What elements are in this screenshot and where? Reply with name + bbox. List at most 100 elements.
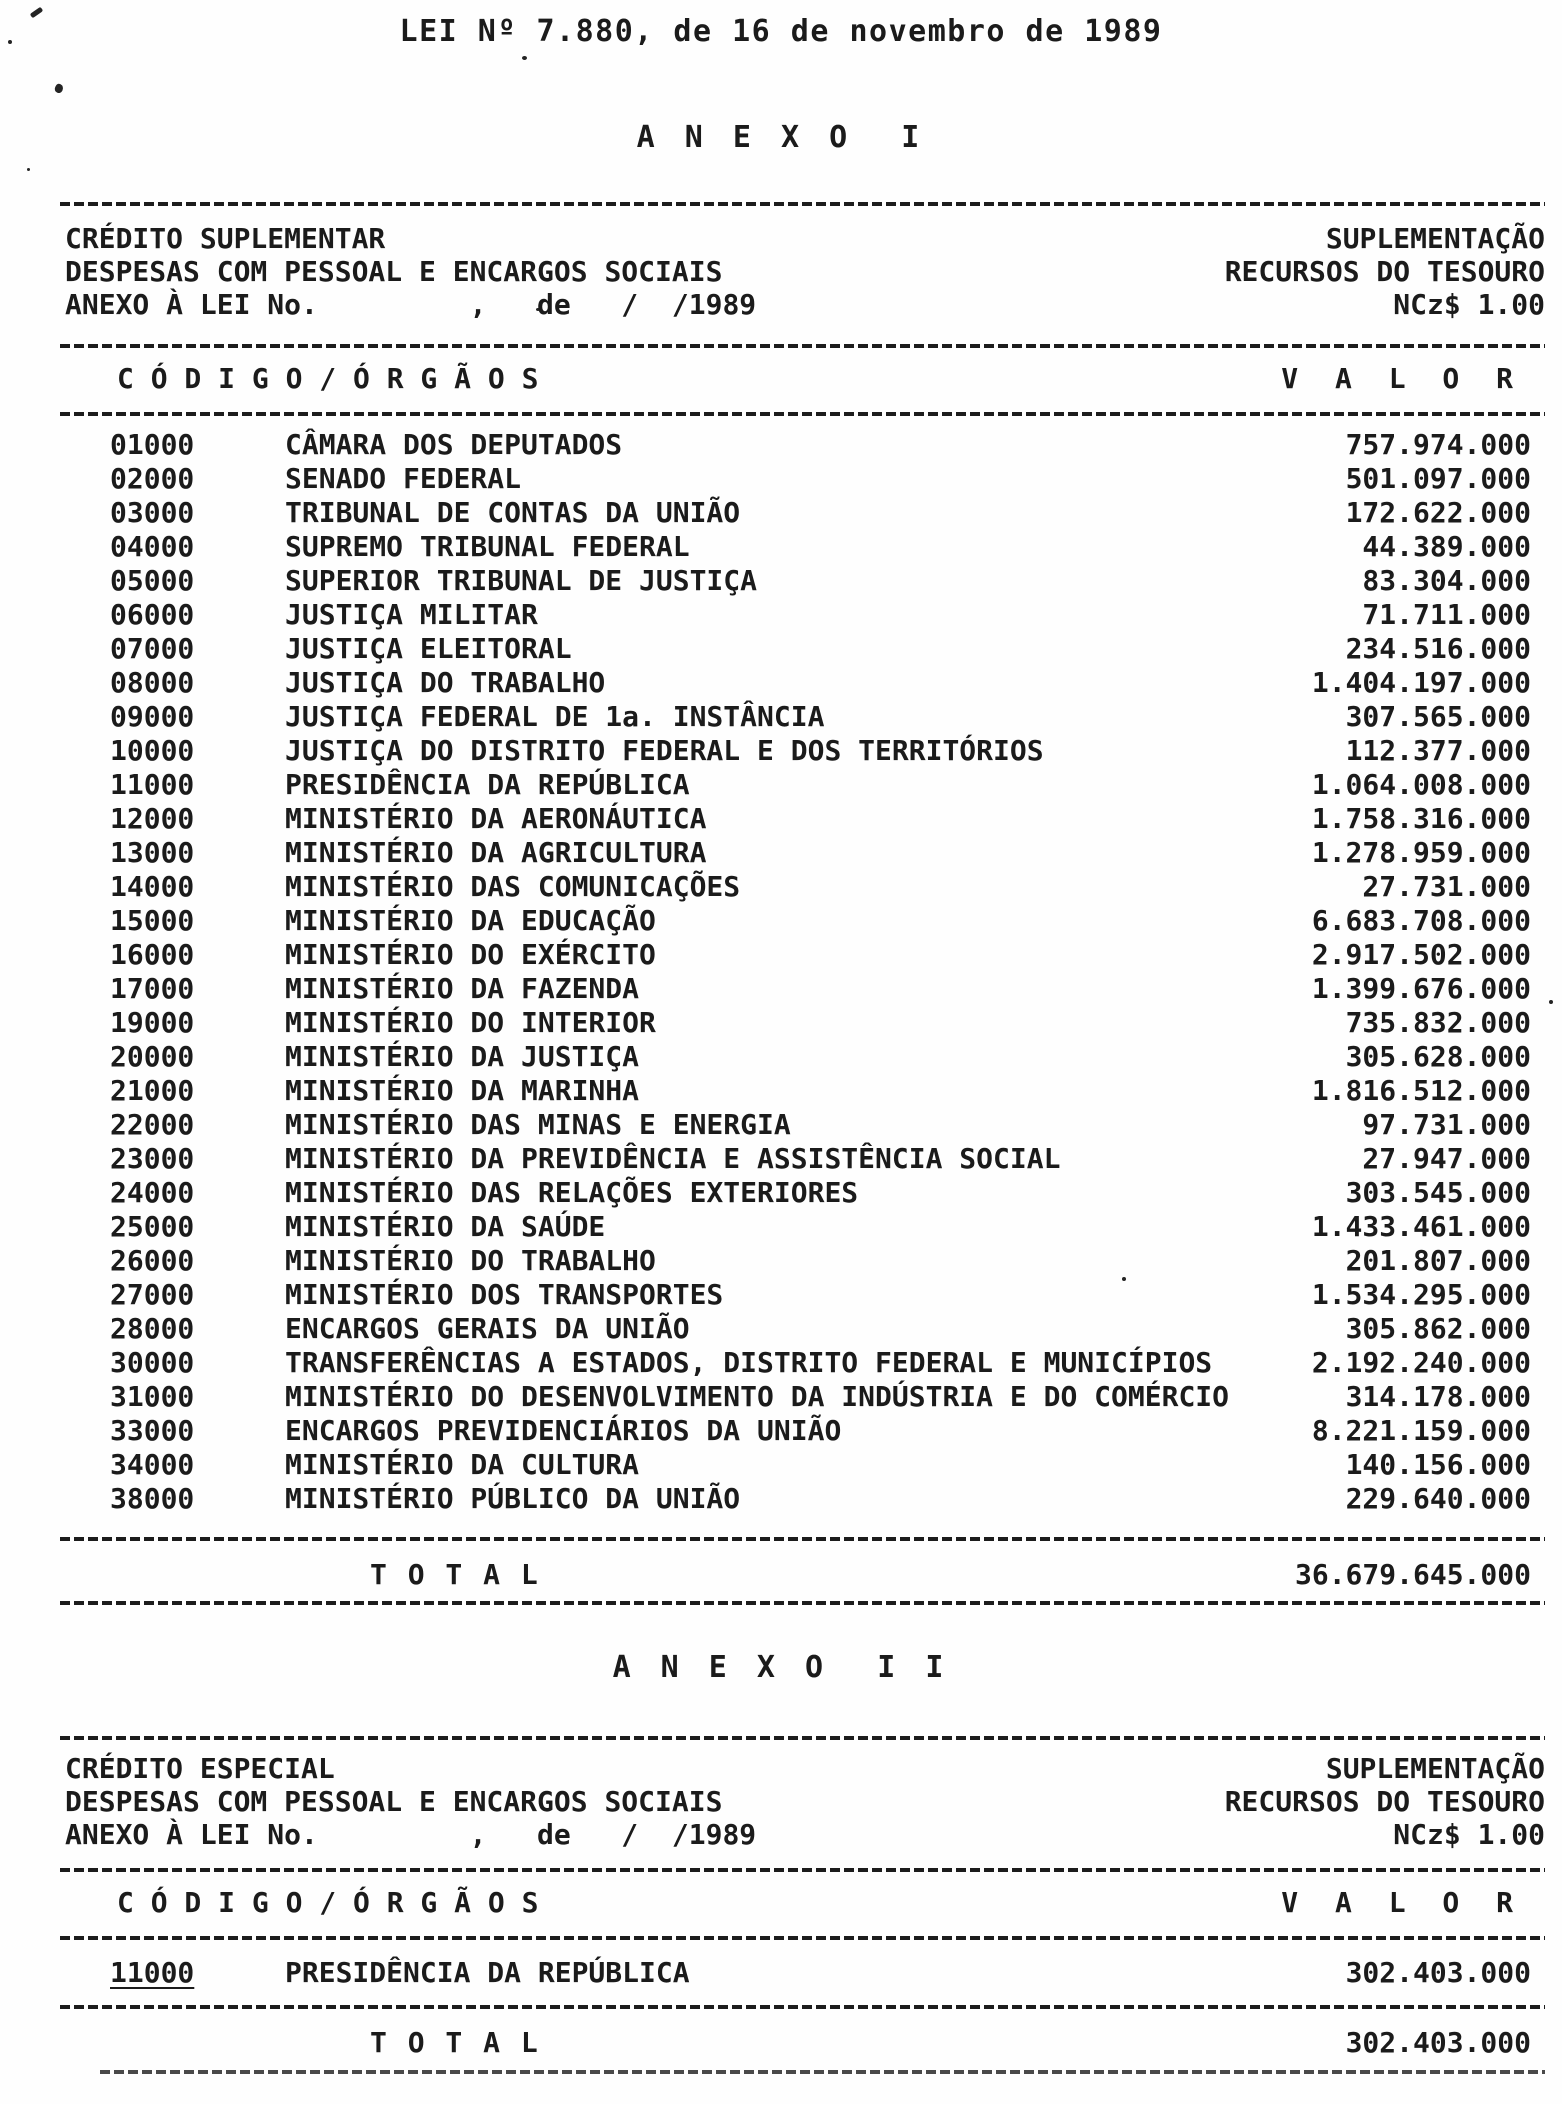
org-code: 30000: [110, 1346, 195, 1379]
org-code: 15000: [110, 904, 195, 937]
divider: [60, 1601, 1545, 1605]
org-code: 01000: [110, 428, 195, 461]
org-code: 14000: [110, 870, 195, 903]
divider: [60, 202, 1545, 206]
org-value: 229.640.000: [1345, 1482, 1531, 1515]
table-row: 09000 JUSTIÇA FEDERAL DE 1a. INSTÂNCIA 3…: [65, 700, 1531, 734]
org-name: ENCARGOS PREVIDENCIÁRIOS DA UNIÃO: [285, 1414, 842, 1447]
table-row: 12000 MINISTÉRIO DA AERONÁUTICA 1.758.31…: [65, 802, 1531, 836]
org-code: 09000: [110, 700, 195, 733]
table-row: 25000 MINISTÉRIO DA SAÚDE 1.433.461.000: [65, 1210, 1531, 1244]
org-name: MINISTÉRIO DA AGRICULTURA: [285, 836, 707, 869]
divider: [60, 1736, 1545, 1740]
org-code: 21000: [110, 1074, 195, 1107]
org-name: MINISTÉRIO DA MARINHA: [285, 1074, 640, 1107]
scan-speck: [8, 40, 12, 44]
anexo2-header-block: CRÉDITO ESPECIAL SUPLEMENTAÇÃO DESPESAS …: [65, 1752, 1545, 1851]
table-row: 34000 MINISTÉRIO DA CULTURA 140.156.000: [65, 1448, 1531, 1482]
total-label: T O T A L: [370, 2026, 540, 2059]
org-value: 501.097.000: [1345, 462, 1531, 495]
org-code: 10000: [110, 734, 195, 767]
org-value: 1.399.676.000: [1311, 972, 1531, 1005]
scan-speck: [53, 82, 65, 95]
table-row: 17000 MINISTÉRIO DA FAZENDA 1.399.676.00…: [65, 972, 1531, 1006]
org-value: 1.064.008.000: [1311, 768, 1531, 801]
org-name: PRESIDÊNCIA DA REPÚBLICA: [285, 768, 690, 801]
org-value: 27.731.000: [1362, 870, 1531, 903]
anexo1-table-body: 01000 CÂMARA DOS DEPUTADOS 757.974.000 0…: [65, 428, 1531, 1516]
column-header-value: V A L O R: [1281, 1886, 1523, 1919]
divider: [100, 2070, 1545, 2074]
table-row: 30000 TRANSFERÊNCIAS A ESTADOS, DISTRITO…: [65, 1346, 1531, 1380]
resource-source-label: RECURSOS DO TESOURO: [1224, 255, 1545, 288]
org-name: TRIBUNAL DE CONTAS DA UNIÃO: [285, 496, 741, 529]
org-name: MINISTÉRIO DO EXÉRCITO: [285, 938, 656, 971]
credit-type-label: CRÉDITO SUPLEMENTAR: [65, 222, 386, 255]
divider: [60, 2005, 1545, 2009]
org-name: MINISTÉRIO DAS RELAÇÕES EXTERIORES: [285, 1176, 859, 1209]
table-row: 31000 MINISTÉRIO DO DESENVOLVIMENTO DA I…: [65, 1380, 1531, 1414]
org-name: MINISTÉRIO DAS COMUNICAÇÕES: [285, 870, 741, 903]
org-code: 27000: [110, 1278, 195, 1311]
org-code: 20000: [110, 1040, 195, 1073]
law-reference-label: ANEXO À LEI No. , de / /1989: [65, 288, 757, 321]
currency-unit-label: NCz$ 1.00: [1393, 288, 1545, 321]
credit-type-label: CRÉDITO ESPECIAL: [65, 1752, 335, 1785]
org-value: 1.816.512.000: [1311, 1074, 1531, 1107]
org-value: 302.403.000: [1345, 1956, 1531, 1989]
table-row: 19000 MINISTÉRIO DO INTERIOR 735.832.000: [65, 1006, 1531, 1040]
org-code: 17000: [110, 972, 195, 1005]
org-value: 27.947.000: [1362, 1142, 1531, 1175]
org-name: MINISTÉRIO DA SAÚDE: [285, 1210, 606, 1243]
org-name: CÂMARA DOS DEPUTADOS: [285, 428, 623, 461]
divider: [60, 412, 1545, 416]
org-value: 97.731.000: [1362, 1108, 1531, 1141]
table-row: 24000 MINISTÉRIO DAS RELAÇÕES EXTERIORES…: [65, 1176, 1531, 1210]
org-code: 26000: [110, 1244, 195, 1277]
org-name: JUSTIÇA MILITAR: [285, 598, 538, 631]
expense-type-label: DESPESAS COM PESSOAL E ENCARGOS SOCIAIS: [65, 1785, 723, 1818]
org-code: 11000: [110, 768, 195, 801]
org-value: 307.565.000: [1345, 700, 1531, 733]
org-name: SENADO FEDERAL: [285, 462, 522, 495]
org-code: 38000: [110, 1482, 195, 1515]
org-value: 71.711.000: [1362, 598, 1531, 631]
table-row: 11000 PRESIDÊNCIA DA REPÚBLICA 302.403.0…: [65, 1956, 1531, 1990]
table-row: 27000 MINISTÉRIO DOS TRANSPORTES 1.534.2…: [65, 1278, 1531, 1312]
org-code: 08000: [110, 666, 195, 699]
table-row: 01000 CÂMARA DOS DEPUTADOS 757.974.000: [65, 428, 1531, 462]
header-line: DESPESAS COM PESSOAL E ENCARGOS SOCIAIS …: [65, 255, 1545, 288]
org-value: 305.628.000: [1345, 1040, 1531, 1073]
table-row: 11000 PRESIDÊNCIA DA REPÚBLICA 1.064.008…: [65, 768, 1531, 802]
org-value: 140.156.000: [1345, 1448, 1531, 1481]
org-name: MINISTÉRIO DA FAZENDA: [285, 972, 640, 1005]
header-line: CRÉDITO SUPLEMENTAR SUPLEMENTAÇÃO: [65, 222, 1545, 255]
org-code: 28000: [110, 1312, 195, 1345]
table-row: 04000 SUPREMO TRIBUNAL FEDERAL 44.389.00…: [65, 530, 1531, 564]
org-name: MINISTÉRIO DA PREVIDÊNCIA E ASSISTÊNCIA …: [285, 1142, 1061, 1175]
org-value: 1.433.461.000: [1311, 1210, 1531, 1243]
org-value: 2.917.502.000: [1311, 938, 1531, 971]
org-value: 6.683.708.000: [1311, 904, 1531, 937]
expense-type-label: DESPESAS COM PESSOAL E ENCARGOS SOCIAIS: [65, 255, 723, 288]
org-code: 03000: [110, 496, 195, 529]
org-value: 112.377.000: [1345, 734, 1531, 767]
org-code: 06000: [110, 598, 195, 631]
org-code: 12000: [110, 802, 195, 835]
org-value: 305.862.000: [1345, 1312, 1531, 1345]
org-value: 1.278.959.000: [1311, 836, 1531, 869]
org-name: MINISTÉRIO DAS MINAS E ENERGIA: [285, 1108, 791, 1141]
org-value: 735.832.000: [1345, 1006, 1531, 1039]
anexo2-total-row: T O T A L 302.403.000: [65, 2026, 1531, 2060]
table-row: 14000 MINISTÉRIO DAS COMUNICAÇÕES 27.731…: [65, 870, 1531, 904]
resource-source-label: RECURSOS DO TESOURO: [1224, 1785, 1545, 1818]
org-code: 19000: [110, 1006, 195, 1039]
divider: [60, 1868, 1545, 1872]
org-name: JUSTIÇA FEDERAL DE 1a. INSTÂNCIA: [285, 700, 825, 733]
org-value: 1.404.197.000: [1311, 666, 1531, 699]
org-name: MINISTÉRIO DO TRABALHO: [285, 1244, 656, 1277]
anexo1-total-row: T O T A L 36.679.645.000: [65, 1558, 1531, 1592]
org-value: 8.221.159.000: [1311, 1414, 1531, 1447]
org-name: PRESIDÊNCIA DA REPÚBLICA: [285, 1956, 690, 1989]
